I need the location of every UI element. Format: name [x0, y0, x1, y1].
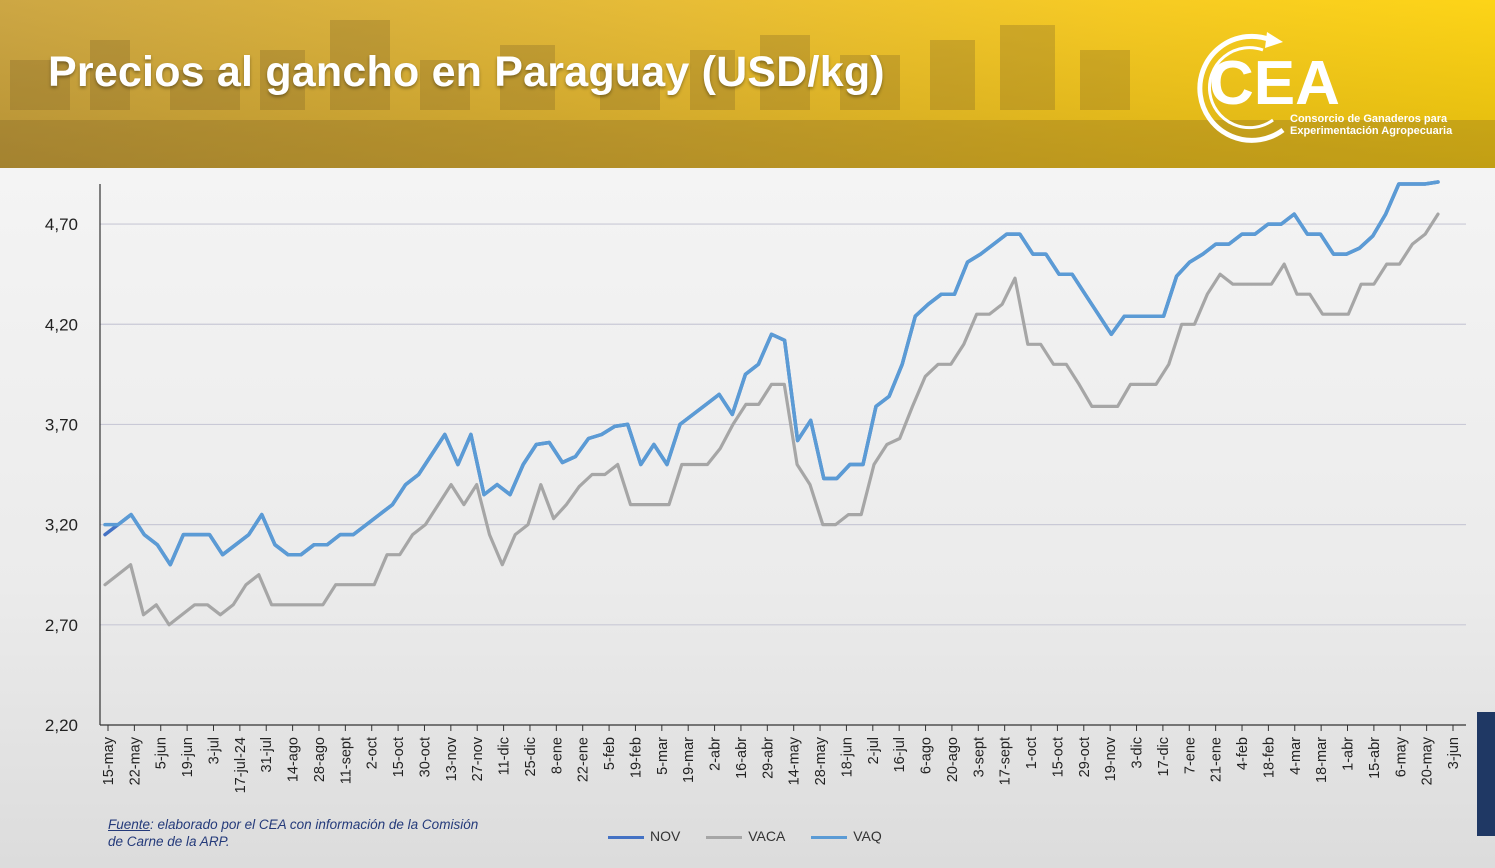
x-tick-label: 15-abr [1367, 737, 1383, 779]
x-tick-label: 19-nov [1103, 736, 1119, 781]
chart-legend: NOV VACA VAQ [608, 828, 904, 844]
x-tick-label: 11-dic [497, 737, 513, 775]
legend-label-vaca: VACA [748, 828, 786, 844]
x-tick-label: 3-jul [206, 737, 222, 764]
header-banner: Precios al gancho en Paraguay (USD/kg) C… [0, 0, 1495, 168]
y-tick-label: 3,20 [45, 516, 78, 535]
x-tick-label: 1-abr [1341, 737, 1357, 771]
x-tick-label: 25-dic [523, 737, 539, 777]
source-note: Fuente: elaborado por el CEA con informa… [108, 816, 478, 850]
x-tick-label: 15-may [101, 736, 117, 785]
x-tick-label: 6-ago [919, 737, 935, 774]
x-tick-label: 8-ene [549, 737, 565, 774]
x-tick-label: 18-mar [1314, 737, 1330, 783]
legend-label-nov: NOV [650, 828, 681, 844]
x-tick-label: 13-nov [444, 736, 460, 781]
x-tick-label: 11-sept [338, 737, 354, 784]
y-tick-label: 2,70 [45, 616, 78, 635]
x-tick-label: 16-jul [892, 737, 908, 772]
x-tick-label: 4-mar [1288, 737, 1304, 775]
x-tick-label: 18-jun [839, 737, 855, 777]
page-title: Precios al gancho en Paraguay (USD/kg) [48, 48, 885, 96]
logo-wordmark: CEA [1209, 49, 1340, 118]
x-tick-label: 17-sept [998, 737, 1014, 785]
x-tick-label: 17-jul-24 [233, 737, 249, 793]
x-tick-label: 20-ago [945, 737, 961, 782]
x-tick-label: 3-jun [1446, 737, 1462, 769]
x-tick-label: 22-may [127, 736, 143, 785]
source-text-line1: : elaborado por el CEA con información d… [150, 817, 479, 832]
legend-swatch-vaca [706, 835, 743, 839]
cea-logo: CEA [1197, 32, 1340, 143]
logo-subtitle-line1: Consorcio de Ganaderos para [1290, 113, 1448, 125]
x-tick-label: 31-jul [259, 737, 275, 772]
legend-label-vaq: VAQ [853, 828, 882, 844]
x-tick-label: 4-feb [1235, 737, 1251, 770]
price-line-chart: 2,20 2,70 3,20 3,70 4,20 4,70 15-may 22-may 5-ju… [45, 180, 1466, 793]
source-label: Fuente [108, 817, 151, 832]
x-tick-label: 19-jun [180, 737, 196, 777]
x-tick-label: 6-may [1393, 736, 1409, 777]
x-tick-label: 28-may [813, 736, 829, 785]
x-tick-label: 7-ene [1182, 737, 1198, 774]
x-tick-label: 28-ago [312, 737, 328, 782]
x-tick-label: 3-dic [1130, 737, 1146, 768]
x-tick-label: 29-abr [760, 737, 776, 779]
x-tick-label: 15-oct [1050, 737, 1066, 777]
x-tick-label: 5-mar [655, 737, 671, 775]
x-tick-label: 1-oct [1024, 737, 1040, 769]
x-tick-label: 14-may [787, 736, 803, 785]
x-tick-label: 16-abr [734, 737, 750, 779]
x-tick-label: 18-feb [1261, 737, 1277, 778]
series-line-vaq [103, 180, 1440, 567]
series-line-vaca [103, 212, 1440, 627]
y-tick-label: 3,70 [45, 415, 78, 434]
y-tick-label: 4,70 [45, 215, 78, 234]
logo-subtitle-line2: Experimentación Agropecuaria [1290, 125, 1453, 137]
x-tick-label: 22-ene [576, 737, 592, 782]
legend-item-nov: NOV [608, 828, 680, 844]
series-line-nov [103, 180, 1440, 567]
legend-item-vaq: VAQ [811, 828, 882, 844]
legend-item-vaca: VACA [706, 828, 785, 844]
legend-swatch-vaq [811, 835, 848, 839]
x-tick-label: 3-sept [971, 737, 987, 777]
x-tick-label: 5-feb [602, 737, 618, 770]
x-tick-label: 30-oct [417, 737, 433, 777]
source-text-line2: de Carne de la ARP. [108, 834, 230, 849]
x-tick-label: 20-may [1420, 736, 1436, 785]
x-tick-label: 2-abr [708, 737, 724, 771]
y-tick-label: 2,20 [45, 716, 78, 735]
x-tick-label: 2-oct [365, 737, 381, 769]
y-tick-label: 4,20 [45, 315, 78, 334]
x-tick-label: 19-feb [628, 737, 644, 778]
x-tick-label: 21-ene [1209, 737, 1225, 782]
logo-subtitle: Consorcio de Ganaderos para Experimentac… [1290, 113, 1452, 137]
x-tick-label: 2-jul [866, 737, 882, 764]
x-tick-label: 17-dic [1156, 737, 1172, 777]
x-tick-label: 14-ago [286, 737, 302, 782]
x-tick-label: 29-oct [1077, 737, 1093, 777]
x-tick-label: 15-oct [391, 737, 407, 777]
accent-bar [1477, 712, 1495, 836]
x-tick-label: 19-mar [681, 737, 697, 783]
legend-swatch-nov [608, 835, 644, 839]
x-tick-label: 5-jun [154, 737, 170, 769]
x-tick-label: 27-nov [470, 736, 486, 781]
